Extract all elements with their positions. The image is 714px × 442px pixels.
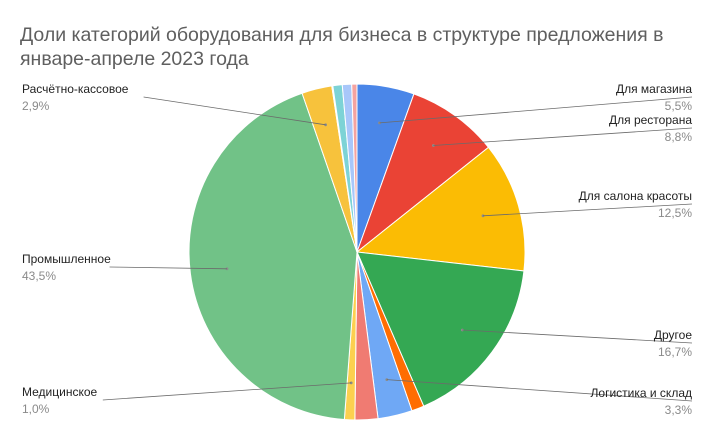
leader-line bbox=[109, 266, 228, 270]
leader-line bbox=[482, 203, 693, 217]
slice-value-расчётно-кассовое: 2,9% bbox=[22, 99, 50, 113]
slice-value-другое: 16,7% bbox=[658, 345, 692, 359]
pie-slice-для-ресторана bbox=[355, 93, 490, 254]
slice-value-для-ресторана: 8,8% bbox=[665, 130, 693, 144]
pie-labels: Для магазина 5,5%Для ресторана 8,8% Для сал… bbox=[22, 82, 692, 417]
leader-line bbox=[143, 96, 326, 126]
slice-label-для-ресторана: Для ресторана bbox=[609, 113, 692, 127]
leader-line bbox=[433, 127, 693, 146]
pie-slices bbox=[188, 83, 526, 421]
pie-slice-для-салона-красоты bbox=[355, 146, 526, 272]
slice-value-медицинское: 1,0% bbox=[22, 402, 50, 416]
pie-slice-другое bbox=[356, 251, 525, 407]
slice-value-для-салона-красоты: 12,5% bbox=[658, 206, 692, 220]
slice-value-для-магазина: 5,5% bbox=[665, 99, 693, 113]
leader-line bbox=[462, 329, 693, 344]
chart-title-line-2: январе-апреле 2023 года bbox=[20, 48, 249, 70]
leader-line bbox=[102, 382, 352, 401]
slice-label-для-салона-красоты: Для салона красоты bbox=[579, 189, 692, 203]
leader-line bbox=[379, 96, 693, 124]
pie-slice-unlabeled-13 bbox=[351, 83, 358, 253]
slice-label-для-магазина: Для магазина bbox=[616, 82, 692, 96]
chart-title-line-1: Доли категорий оборудования для бизнеса … bbox=[20, 24, 664, 46]
slice-label-другое: Другое bbox=[654, 328, 692, 342]
slice-value-логистика-и-склад: 3,3% bbox=[665, 403, 693, 417]
slice-label-промышленное: Промышленное bbox=[22, 252, 111, 266]
slice-label-расчётно-кассовое: Расчётно-кассовое bbox=[22, 82, 129, 96]
pie-slice-промышленное bbox=[188, 92, 358, 421]
slice-value-промышленное: 43,5% bbox=[22, 269, 56, 283]
slice-label-медицинское: Медицинское bbox=[22, 385, 98, 399]
leader-line bbox=[386, 379, 693, 402]
slice-label-логистика-и-склад: Логистика и склад bbox=[591, 386, 692, 400]
leader-dot bbox=[481, 214, 485, 218]
